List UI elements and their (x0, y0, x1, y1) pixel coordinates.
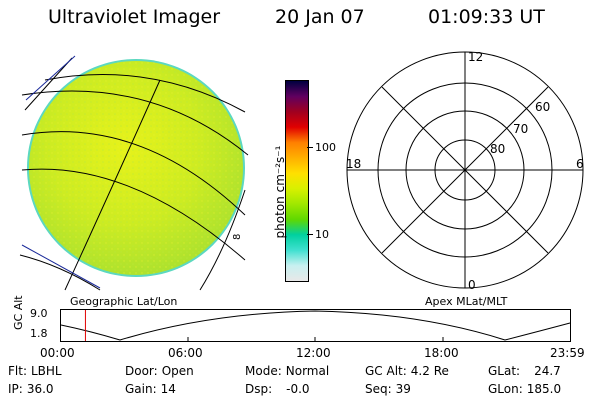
altitude-ymin: 1.8 (30, 327, 48, 340)
mlat-label-60: 60 (535, 100, 550, 114)
altitude-ymax: 9.0 (30, 307, 48, 320)
info-gc-alt: GC Alt: 4.2 Re (365, 364, 449, 378)
info-mode: Mode: Normal (245, 364, 330, 378)
altitude-xtick-1: 06:00 (168, 346, 203, 360)
map-edge-lines (21, 55, 101, 289)
info-gain: Gain: 14 (125, 382, 176, 396)
mlat-label-80: 80 (490, 142, 505, 156)
mlt-label-0: 0 (468, 278, 476, 292)
info-seq: Seq: 39 (365, 382, 411, 396)
image-panel-label: Geographic Lat/Lon (70, 295, 178, 308)
altitude-ylabel-text: GC Alt (12, 295, 25, 330)
info-dsp: Dsp: -0.0 (245, 382, 310, 396)
mlt-label-12: 12 (468, 50, 483, 64)
colorbar-tick-10: 10 (315, 228, 329, 241)
altitude-xtick-marks (187, 337, 444, 342)
info-glat: GLat: 24.7 (488, 364, 561, 378)
image-side-mark: 8 (232, 234, 243, 240)
colorbar-tick-100: 100 (315, 141, 336, 154)
altitude-xtick-0: 00:00 (40, 346, 75, 360)
mlt-label-6: 6 (576, 157, 584, 171)
time-label: 01:09:33 UT (428, 6, 545, 28)
color-bar (285, 80, 309, 282)
mlt-line-diag-2 (381, 86, 549, 254)
altitude-curve (60, 310, 571, 341)
mlt-label-18: 18 (346, 157, 361, 171)
earth-disk-texture (29, 61, 243, 275)
altitude-xtick-3: 18:00 (424, 346, 459, 360)
altitude-xtick-4: 23:59 (550, 346, 585, 360)
instrument-title: Ultraviolet Imager (48, 6, 221, 28)
uv-image-panel: 8 (19, 55, 249, 291)
info-flt: Flt: LBHL (8, 364, 62, 378)
polar-plot: 12 18 6 0 60 70 80 (346, 50, 584, 292)
polar-panel-label: Apex MLat/MLT (425, 295, 508, 308)
info-ip: IP: 36.0 (8, 382, 54, 396)
altitude-plot (60, 309, 571, 342)
date-label: 20 Jan 07 (275, 6, 365, 28)
colorbar-tick-100-mark (307, 147, 313, 148)
colorbar-tick-10-mark (307, 234, 313, 235)
info-door: Door: Open (125, 364, 194, 378)
geographic-grid (19, 57, 249, 291)
mlat-label-70: 70 (513, 122, 528, 136)
altitude-xtick-2: 12:00 (296, 346, 331, 360)
info-glon: GLon: 185.0 (488, 382, 562, 396)
colorbar-label: photon cm⁻²s⁻¹ (273, 145, 287, 239)
color-bar-gradient (286, 81, 308, 281)
